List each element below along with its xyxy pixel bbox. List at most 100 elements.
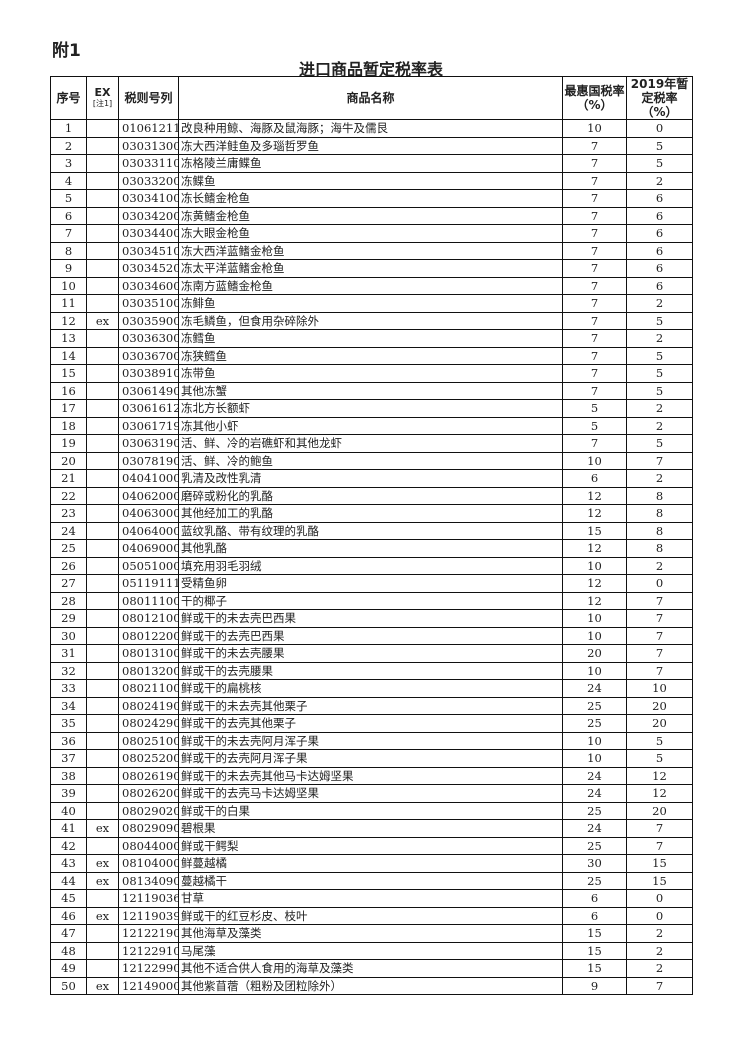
cell-ex [86, 521, 119, 540]
cell-provisional-rate: 12 [626, 784, 693, 803]
cell-provisional-rate: 20 [626, 714, 693, 733]
table-row: 44 ex 08134090 蔓越橘干 25 15 [50, 871, 693, 890]
cell-name: 其他冻蟹 [178, 381, 563, 400]
cell-ex [86, 784, 119, 803]
cell-seq: 5 [50, 189, 87, 208]
cell-mfn-rate: 30 [562, 854, 627, 873]
cell-ex [86, 224, 119, 243]
table-row: 29 08012100 鲜或干的未去壳巴西果 10 7 [50, 609, 693, 628]
cell-name: 蓝纹乳酪、带有纹理的乳酪 [178, 521, 563, 540]
cell-mfn-rate: 12 [562, 591, 627, 610]
cell-code: 03036700 [118, 346, 179, 365]
cell-provisional-rate: 2 [626, 329, 693, 348]
cell-mfn-rate: 25 [562, 696, 627, 715]
cell-mfn-rate: 10 [562, 119, 627, 138]
cell-seq: 39 [50, 784, 87, 803]
cell-ex [86, 924, 119, 943]
cell-code: 12122190 [118, 924, 179, 943]
cell-provisional-rate: 7 [626, 626, 693, 645]
header-provisional-rate: 2019年暂定税率（%） [626, 76, 693, 120]
table-row: 8 03034510 冻大西洋蓝鳍金枪鱼 7 6 [50, 241, 693, 260]
cell-seq: 15 [50, 364, 87, 383]
cell-provisional-rate: 2 [626, 416, 693, 435]
cell-name: 冻鲱鱼 [178, 294, 563, 313]
cell-code: 04062000 [118, 486, 179, 505]
cell-mfn-rate: 12 [562, 486, 627, 505]
table-body: 1 01061211 改良种用鲸、海豚及鼠海豚；海牛及儒艮 10 0 2 03031300 冻… [50, 119, 693, 995]
table-row: 28 08011100 干的椰子 12 7 [50, 591, 693, 610]
table-row: 25 04069000 其他乳酪 12 8 [50, 539, 693, 558]
cell-mfn-rate: 25 [562, 836, 627, 855]
cell-provisional-rate: 15 [626, 854, 693, 873]
cell-mfn-rate: 7 [562, 329, 627, 348]
cell-name: 碧根果 [178, 819, 563, 838]
table-row: 37 08025200 鲜或干的去壳阿月浑子果 10 5 [50, 749, 693, 768]
cell-code: 03034200 [118, 206, 179, 225]
cell-provisional-rate: 7 [626, 819, 693, 838]
cell-mfn-rate: 7 [562, 311, 627, 330]
table-row: 30 08012200 鲜或干的去壳巴西果 10 7 [50, 626, 693, 645]
cell-code: 12119039 [118, 906, 179, 925]
table-row: 17 03061612 冻北方长额虾 5 2 [50, 399, 693, 418]
cell-code: 08013200 [118, 661, 179, 680]
cell-provisional-rate: 5 [626, 434, 693, 453]
cell-ex [86, 416, 119, 435]
cell-mfn-rate: 25 [562, 801, 627, 820]
header-seq: 序号 [50, 76, 87, 120]
cell-provisional-rate: 10 [626, 679, 693, 698]
cell-code: 08134090 [118, 871, 179, 890]
cell-seq: 31 [50, 644, 87, 663]
cell-code: 04063000 [118, 504, 179, 523]
cell-seq: 36 [50, 731, 87, 750]
cell-ex [86, 364, 119, 383]
cell-ex: ex [86, 906, 119, 925]
cell-ex [86, 696, 119, 715]
cell-seq: 25 [50, 539, 87, 558]
cell-ex [86, 574, 119, 593]
cell-name: 其他不适合供人食用的海草及藻类 [178, 959, 563, 978]
cell-seq: 2 [50, 136, 87, 155]
cell-mfn-rate: 24 [562, 784, 627, 803]
cell-name: 干的椰子 [178, 591, 563, 610]
cell-code: 03036300 [118, 329, 179, 348]
cell-seq: 42 [50, 836, 87, 855]
cell-provisional-rate: 2 [626, 171, 693, 190]
cell-provisional-rate: 15 [626, 871, 693, 890]
header-name: 商品名称 [178, 76, 563, 120]
cell-ex [86, 801, 119, 820]
cell-seq: 6 [50, 206, 87, 225]
cell-seq: 33 [50, 679, 87, 698]
cell-name: 其他经加工的乳酪 [178, 504, 563, 523]
cell-name: 鲜或干的去壳腰果 [178, 661, 563, 680]
table-row: 11 03035100 冻鲱鱼 7 2 [50, 294, 693, 313]
cell-name: 鲜或干的白果 [178, 801, 563, 820]
cell-provisional-rate: 0 [626, 889, 693, 908]
cell-seq: 32 [50, 661, 87, 680]
cell-seq: 14 [50, 346, 87, 365]
cell-ex: ex [86, 871, 119, 890]
table-row: 1 01061211 改良种用鲸、海豚及鼠海豚；海牛及儒艮 10 0 [50, 119, 693, 138]
cell-ex [86, 644, 119, 663]
cell-code: 03034100 [118, 189, 179, 208]
cell-provisional-rate: 0 [626, 906, 693, 925]
cell-seq: 21 [50, 469, 87, 488]
table-row: 19 03063190 活、鲜、冷的岩礁虾和其他龙虾 7 5 [50, 434, 693, 453]
cell-seq: 8 [50, 241, 87, 260]
cell-code: 08044000 [118, 836, 179, 855]
cell-seq: 47 [50, 924, 87, 943]
cell-code: 03033110 [118, 154, 179, 173]
cell-name: 冻太平洋蓝鳍金枪鱼 [178, 259, 563, 278]
table-row: 31 08013100 鲜或干的未去壳腰果 20 7 [50, 644, 693, 663]
cell-seq: 48 [50, 941, 87, 960]
cell-seq: 18 [50, 416, 87, 435]
cell-code: 03031300 [118, 136, 179, 155]
cell-seq: 11 [50, 294, 87, 313]
table-row: 3 03033110 冻格陵兰庸鲽鱼 7 5 [50, 154, 693, 173]
cell-seq: 27 [50, 574, 87, 593]
cell-provisional-rate: 6 [626, 241, 693, 260]
header-mfn-rate: 最惠国税率（%） [562, 76, 627, 120]
table-row: 39 08026200 鲜或干的去壳马卡达姆坚果 24 12 [50, 784, 693, 803]
cell-code: 12122910 [118, 941, 179, 960]
cell-seq: 43 [50, 854, 87, 873]
cell-name: 冻鲽鱼 [178, 171, 563, 190]
